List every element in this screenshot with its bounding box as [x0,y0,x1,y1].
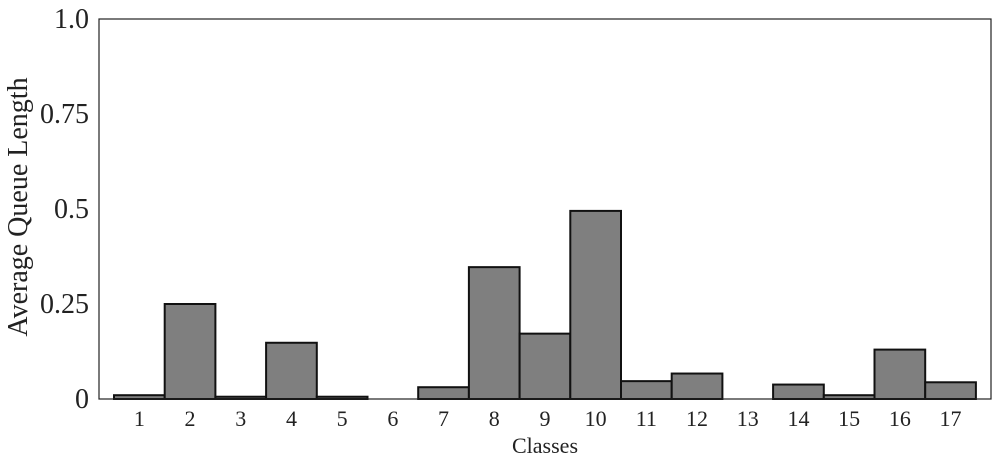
x-axis-title: Classes [512,433,578,457]
bar-class-16 [873,348,927,401]
y-axis-title: Average Queue Length [3,77,34,336]
x-tick-label: 6 [387,406,398,431]
x-tick-label: 10 [585,406,607,431]
bar-class-10 [569,209,622,400]
plot-frame [98,18,992,400]
x-tick-label: 8 [489,406,500,431]
bar-class-4 [265,341,318,401]
y-tick-label: 0 [75,384,89,415]
bar-class-12 [670,372,724,401]
x-tick-label: 15 [838,406,860,431]
bar-class-7 [417,386,470,401]
y-tick-label: 0.25 [40,289,89,320]
x-tick-label: 13 [737,406,759,431]
y-tick-label: 1.0 [54,4,89,35]
y-tick-labels: 0 0.25 0.5 0.75 1.0 [40,4,89,415]
bar-class-8 [467,266,521,401]
x-tick-label: 11 [636,406,657,431]
bars-group [113,209,977,401]
bar-class-14 [772,383,825,400]
x-tick-label: 4 [286,406,297,431]
y-tick-label: 0.5 [54,194,89,225]
x-tick-label: 9 [539,406,550,431]
x-tick-labels: 1 2 3 4 5 6 7 8 9 10 11 12 13 14 15 16 17 [134,406,962,431]
x-tick-label: 7 [438,406,449,431]
bar-class-17 [924,381,977,400]
x-tick-label: 14 [787,406,809,431]
bar-class-9 [518,332,572,401]
x-tick-label: 5 [337,406,348,431]
bar-class-11 [620,380,673,401]
bar-class-2 [163,303,217,400]
y-tick-label: 0.75 [40,99,89,130]
x-tick-label: 17 [940,406,962,431]
x-tick-label: 3 [235,406,246,431]
x-tick-label: 12 [686,406,708,431]
x-tick-label: 2 [185,406,196,431]
x-tick-label: 16 [889,406,911,431]
x-tick-label: 1 [134,406,145,431]
